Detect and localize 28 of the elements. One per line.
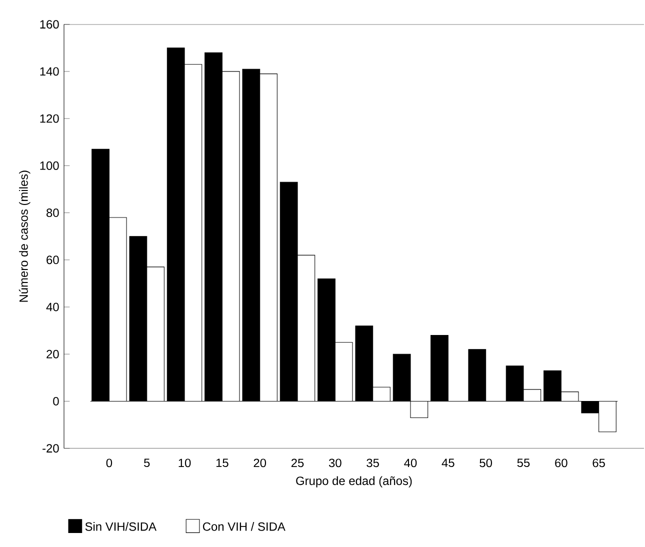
x-tick-label: 50 [480, 458, 492, 468]
y-tick-label: 160 [40, 20, 59, 29]
x-tick-label: 25 [291, 458, 304, 468]
legend-label: Sin VIH/SIDA [85, 522, 156, 531]
x-tick-label: 40 [404, 458, 417, 468]
x-tick-label: 30 [328, 458, 342, 468]
y-tick-label: 140 [40, 67, 59, 76]
y-axis-title: Número de casos (miles) [18, 170, 30, 302]
x-tick-label: 35 [366, 458, 379, 468]
y-tick-label: 20 [46, 350, 59, 358]
y-tick-label: 80 [46, 208, 59, 218]
x-tick-label: 10 [178, 458, 191, 468]
x-tick-label: 15 [216, 458, 228, 468]
x-tick-label: 0 [106, 458, 112, 468]
x-tick-label: 55 [517, 458, 530, 468]
y-tick-label: 100 [40, 161, 59, 170]
x-tick-label: 45 [442, 458, 454, 468]
y-tick-label: 40 [46, 302, 59, 312]
x-tick-label: 65 [592, 458, 605, 468]
y-tick-label: 0 [53, 396, 59, 406]
y-tick-label: 60 [46, 256, 59, 264]
x-tick-label: 20 [254, 458, 266, 468]
legend-label: Con VIH / SIDA [202, 522, 286, 531]
y-tick-label: -20 [42, 444, 59, 453]
x-tick-label: 5 [144, 458, 150, 468]
y-tick-label: 120 [40, 114, 59, 123]
x-tick-label: 60 [555, 458, 568, 468]
x-axis-title: Grupo de edad (años) [296, 476, 412, 488]
